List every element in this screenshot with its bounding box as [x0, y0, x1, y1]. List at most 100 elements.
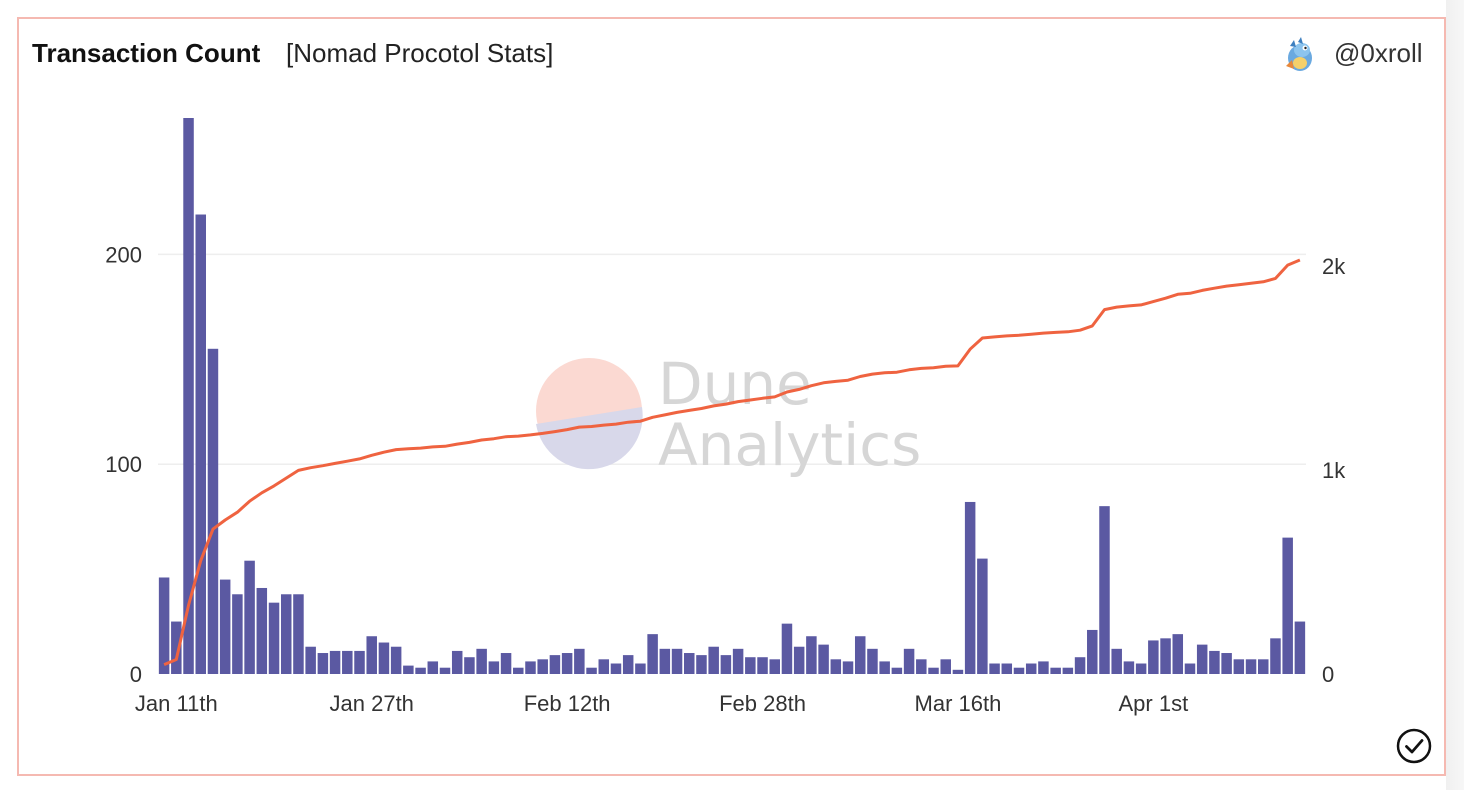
bar — [232, 594, 243, 674]
bar — [329, 650, 341, 674]
bar — [647, 634, 658, 674]
bar — [952, 669, 964, 674]
x-tick-label: Apr 1st — [1118, 691, 1188, 716]
x-tick-label: Jan 27th — [330, 691, 414, 716]
left-tick-label: 100 — [105, 452, 142, 477]
watermark-line1: Dune — [658, 350, 812, 418]
bar — [696, 655, 707, 674]
bar — [1135, 663, 1147, 674]
bar — [708, 646, 719, 674]
bar — [293, 594, 304, 674]
bar — [757, 657, 768, 674]
bar — [732, 648, 744, 674]
x-tick-label: Jan 11th — [135, 691, 218, 716]
bar — [439, 667, 451, 674]
left-tick-label: 200 — [105, 242, 142, 267]
chart-subtitle: [Nomad Procotol Stats] — [286, 38, 554, 68]
bar — [415, 667, 426, 674]
bar — [1196, 644, 1208, 674]
bar-series — [158, 118, 1306, 674]
dune-watermark: Dune Analytics — [536, 350, 921, 479]
bar — [671, 648, 683, 674]
watermark-line2: Analytics — [658, 411, 921, 479]
right-tick-label: 1k — [1322, 458, 1346, 483]
bar — [1099, 506, 1110, 674]
bar — [977, 558, 988, 674]
bar — [1074, 657, 1086, 674]
bar — [158, 577, 170, 674]
bar — [1013, 667, 1025, 674]
bar — [1038, 661, 1049, 674]
bar — [635, 663, 646, 674]
author-handle[interactable]: @0xroll — [1334, 38, 1423, 68]
bar — [1062, 667, 1074, 674]
bar — [842, 661, 854, 674]
avatar-icon[interactable] — [1280, 36, 1320, 76]
bar — [1148, 640, 1159, 674]
bar — [305, 646, 316, 674]
bar — [1184, 663, 1196, 674]
bar — [280, 594, 292, 674]
bar — [598, 659, 610, 674]
bar — [1270, 638, 1281, 674]
bar — [793, 646, 805, 674]
bar — [1209, 650, 1220, 674]
bar — [867, 648, 878, 674]
bar — [366, 636, 377, 674]
bar — [1001, 663, 1013, 674]
bar — [1111, 648, 1122, 674]
bar — [586, 667, 597, 674]
right-axis: 0 1k 2k — [1322, 254, 1346, 687]
check-circle-icon[interactable] — [1396, 728, 1432, 764]
bar — [525, 661, 536, 674]
bar — [916, 659, 927, 674]
bar — [476, 648, 487, 674]
bar — [354, 650, 365, 674]
chart-card — [17, 17, 1446, 776]
bar — [378, 642, 390, 674]
bar — [1050, 667, 1061, 674]
left-tick-label: 0 — [130, 662, 142, 687]
x-tick-label: Feb 28th — [719, 691, 806, 716]
bar — [928, 667, 939, 674]
bar — [684, 653, 695, 674]
bar — [183, 118, 194, 674]
cumulative-line — [163, 258, 1301, 666]
bar — [781, 623, 793, 674]
bar — [720, 655, 732, 674]
bar — [1258, 659, 1269, 674]
bar — [818, 644, 829, 674]
bar — [513, 667, 524, 674]
bar — [610, 663, 622, 674]
bar — [244, 560, 255, 674]
bar — [1245, 659, 1257, 674]
bar — [317, 653, 329, 674]
bar — [500, 653, 512, 674]
chart-title: Transaction Count — [32, 38, 261, 68]
bar — [1172, 634, 1184, 674]
bar — [745, 657, 756, 674]
bar — [769, 659, 780, 674]
bar — [879, 661, 890, 674]
right-tick-label: 2k — [1322, 254, 1346, 279]
bar — [1025, 663, 1037, 674]
bar — [622, 655, 634, 674]
grid-lines — [158, 253, 1306, 465]
bar — [464, 657, 475, 674]
bar — [854, 636, 866, 674]
bar — [659, 648, 671, 674]
bar — [903, 648, 915, 674]
bar — [207, 348, 219, 674]
bar — [940, 659, 951, 674]
bar — [549, 655, 561, 674]
bar — [989, 663, 1000, 674]
bar — [806, 636, 817, 674]
bar — [574, 648, 585, 674]
bar — [195, 214, 206, 674]
left-axis: 0 100 200 — [105, 242, 142, 687]
bar — [488, 661, 500, 674]
bar — [256, 587, 268, 674]
right-tick-label: 0 — [1322, 662, 1334, 687]
x-tick-label: Mar 16th — [915, 691, 1002, 716]
